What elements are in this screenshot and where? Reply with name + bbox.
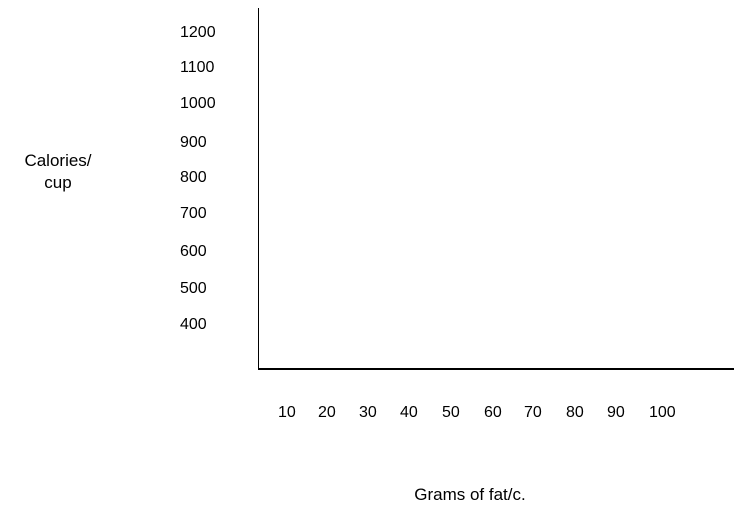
- y-tick-label: 700: [180, 205, 207, 222]
- y-tick-label: 1100: [180, 59, 215, 76]
- x-tick-label: 30: [359, 404, 377, 421]
- y-tick-label: 500: [180, 280, 207, 297]
- x-tick-label: 60: [484, 404, 502, 421]
- y-tick-label: 1000: [180, 95, 216, 112]
- y-tick-label: 400: [180, 316, 207, 333]
- y-tick-label: 900: [180, 134, 207, 151]
- x-tick-label: 10: [278, 404, 296, 421]
- y-tick-label: 1200: [180, 24, 216, 41]
- y-axis-label-line-1: Calories/: [24, 151, 92, 170]
- x-tick-label: 90: [607, 404, 625, 421]
- x-tick-label: 20: [318, 404, 336, 421]
- x-axis-line: [258, 368, 734, 370]
- x-tick-label: 50: [442, 404, 460, 421]
- x-tick-label: 80: [566, 404, 584, 421]
- x-tick-label: 40: [400, 404, 418, 421]
- y-tick-label: 800: [180, 169, 207, 186]
- x-tick-label: 70: [524, 404, 542, 421]
- y-tick-label: 600: [180, 243, 207, 260]
- x-axis-label: Grams of fat/c.: [414, 485, 526, 504]
- x-tick-label: 100: [649, 404, 676, 421]
- y-axis-line: [258, 8, 259, 369]
- y-axis-label: Calories/ cup: [8, 150, 108, 194]
- y-axis-label-line-2: cup: [44, 173, 72, 192]
